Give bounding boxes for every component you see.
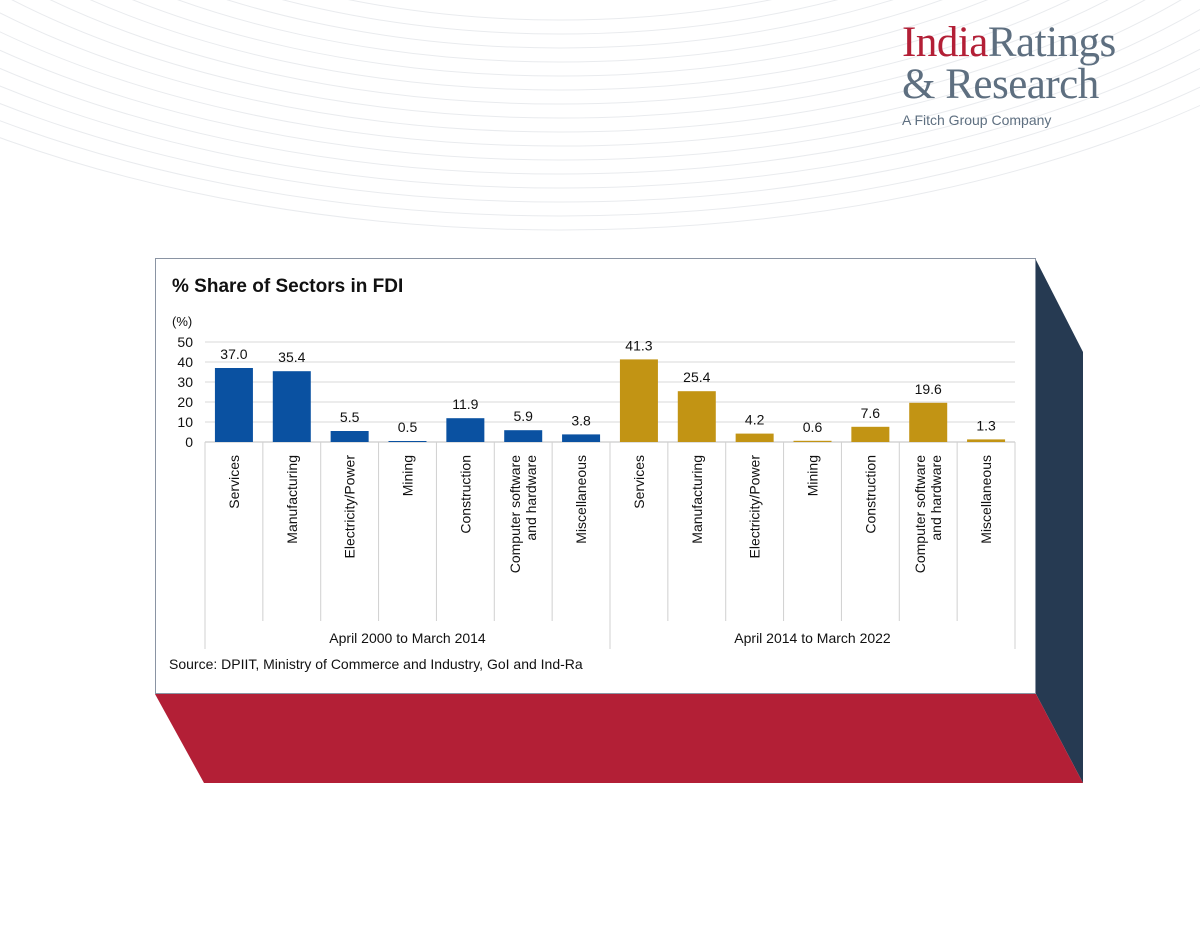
y-tick-label: 50: [177, 334, 193, 350]
red-bottom-block: [155, 694, 1083, 783]
decorative-arc: [0, 0, 1182, 147]
bar: [793, 440, 832, 442]
chart-source: Source: DPIIT, Ministry of Commerce and …: [169, 656, 583, 672]
decorative-arc: [49, 0, 1071, 105]
decorative-arc: [132, 0, 988, 77]
y-tick-label: 20: [177, 394, 193, 410]
bar: [446, 418, 485, 442]
category-label-line: and hardware: [928, 455, 944, 541]
data-label: 25.4: [683, 369, 710, 385]
y-axis-label: (%): [172, 314, 192, 329]
data-label: 35.4: [278, 349, 305, 365]
data-label: 41.3: [625, 337, 652, 353]
y-tick-label: 30: [177, 374, 193, 390]
category-label-line: Computer software: [912, 455, 928, 573]
decorative-arcs: [0, 0, 1200, 231]
data-label: 37.0: [220, 346, 247, 362]
category-label-line: Miscellaneous: [978, 455, 994, 544]
bar: [619, 359, 658, 442]
category-label: Mining: [400, 455, 416, 496]
category-label-line: Computer software: [507, 455, 523, 573]
data-label: 0.5: [398, 419, 418, 435]
category-label: Mining: [805, 455, 821, 496]
data-label: 1.3: [976, 417, 996, 433]
category-label-line: and hardware: [523, 455, 539, 541]
category-label-line: Mining: [805, 455, 821, 496]
data-label: 7.6: [861, 405, 881, 421]
data-label: 3.8: [571, 412, 591, 428]
navy-side-block: [1036, 260, 1083, 783]
logo-research: & Research: [902, 61, 1099, 108]
bar: [735, 433, 774, 442]
decorative-arc: [0, 8, 1200, 161]
decorative-arc: [90, 0, 1030, 91]
company-logo: IndiaRatings & Research A Fitch Group Co…: [902, 19, 1182, 128]
decorative-arc: [11, 0, 1109, 119]
group-label: April 2014 to March 2022: [734, 630, 891, 646]
category-label-line: Mining: [400, 455, 416, 496]
bar: [967, 439, 1006, 442]
decorative-arc: [0, 104, 1200, 231]
group-label: April 2000 to March 2014: [329, 630, 486, 646]
category-label-line: Miscellaneous: [573, 455, 589, 544]
category-label: Services: [226, 455, 242, 509]
data-label: 0.6: [803, 419, 823, 435]
category-label: Construction: [862, 455, 878, 534]
category-label: Computer softwareand hardware: [912, 455, 944, 573]
bar: [909, 402, 948, 442]
category-label-line: Manufacturing: [689, 455, 705, 544]
bar: [214, 368, 253, 442]
data-label: 19.6: [915, 381, 942, 397]
bar: [851, 426, 890, 442]
data-label: 5.5: [340, 409, 360, 425]
category-label-line: Electricity/Power: [342, 455, 358, 559]
decorative-arc: [348, 0, 772, 21]
category-label: Electricity/Power: [747, 455, 763, 559]
category-label: Manufacturing: [284, 455, 300, 544]
category-label-line: Construction: [862, 455, 878, 534]
category-label-line: Electricity/Power: [747, 455, 763, 559]
category-label-line: Manufacturing: [284, 455, 300, 544]
category-label-line: Construction: [457, 455, 473, 534]
decorative-arc: [0, 0, 1146, 133]
category-label: Computer softwareand hardware: [507, 455, 539, 573]
decorative-arc: [0, 67, 1200, 203]
logo-india: India: [902, 19, 988, 66]
category-label: Miscellaneous: [573, 455, 589, 544]
logo-tagline: A Fitch Group Company: [902, 112, 1052, 128]
bar: [677, 391, 716, 442]
data-label: 4.2: [745, 412, 765, 428]
y-tick-label: 0: [185, 434, 193, 450]
decorative-arc: [177, 0, 943, 63]
bar: [562, 434, 601, 442]
decorative-arc: [0, 28, 1200, 175]
decorative-arc: [226, 0, 894, 49]
y-tick-label: 40: [177, 354, 193, 370]
logo-ratings: Ratings: [987, 19, 1116, 66]
decorative-arc: [282, 0, 838, 35]
category-label: Electricity/Power: [342, 455, 358, 559]
data-label: 5.9: [513, 408, 533, 424]
bar: [388, 441, 427, 442]
data-label: 11.9: [452, 396, 478, 412]
bar: [504, 430, 543, 442]
category-label: Miscellaneous: [978, 455, 994, 544]
bar-chart: 0 10 20 30 40 50 (%) 37.0 Services 35.4 Manufactur…: [172, 314, 1016, 649]
category-label: Construction: [457, 455, 473, 534]
chart-title: % Share of Sectors in FDI: [172, 276, 404, 297]
decorative-arc: [0, 86, 1200, 217]
decorative-arc: [0, 48, 1200, 189]
bar: [272, 371, 311, 442]
category-label: Manufacturing: [689, 455, 705, 544]
y-tick-label: 10: [177, 414, 193, 430]
category-label-line: Services: [631, 455, 647, 509]
chart-panel: % Share of Sectors in FDI 0 10 20 30 40 50 (%)…: [155, 258, 1036, 694]
category-label: Services: [631, 455, 647, 509]
bar: [330, 431, 369, 442]
category-label-line: Services: [226, 455, 242, 509]
